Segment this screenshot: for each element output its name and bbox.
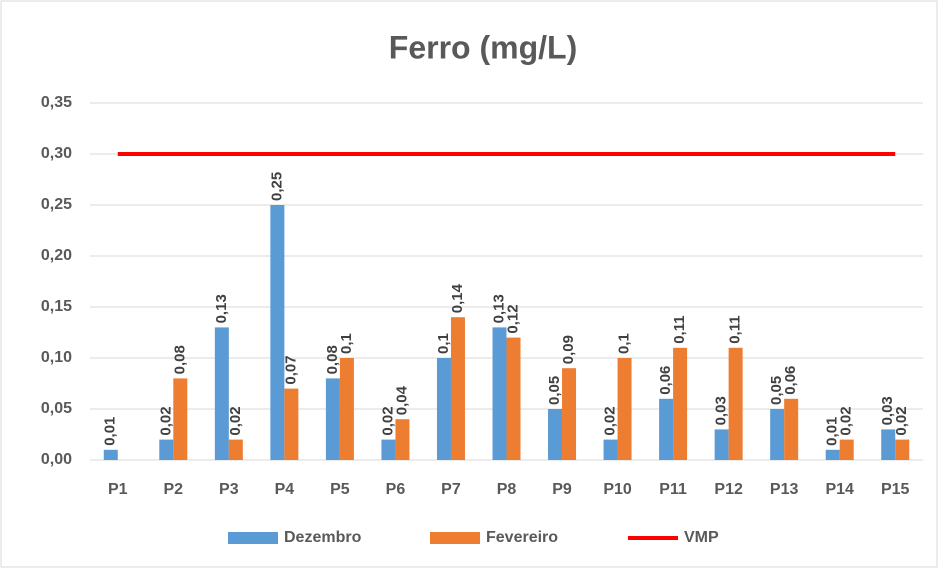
legend-label: VMP [684, 529, 719, 546]
bar [617, 358, 632, 460]
bar [770, 409, 785, 460]
y-tick-label: 0,35 [41, 94, 72, 111]
bar [839, 439, 854, 460]
bar [284, 388, 299, 460]
y-tick-label: 0,00 [41, 451, 72, 468]
data-label: 0,01 [824, 417, 841, 446]
bar [450, 317, 465, 460]
legend-swatch [228, 532, 278, 544]
data-label: 0,13 [490, 294, 507, 323]
x-tick-label: P6 [386, 481, 406, 498]
x-tick-label: P4 [275, 481, 295, 498]
data-label: 0,1 [616, 333, 633, 354]
bar [173, 378, 188, 460]
data-label: 0,1 [338, 333, 355, 354]
x-tick-label: P2 [164, 481, 184, 498]
data-label: 0,03 [713, 396, 730, 425]
data-label: 0,03 [879, 396, 896, 425]
x-tick-label: P13 [770, 481, 799, 498]
data-label: 0,09 [560, 335, 577, 364]
x-tick-label: P11 [659, 481, 687, 498]
data-label: 0,1 [435, 333, 452, 354]
data-label: 0,01 [102, 417, 119, 446]
bar [103, 449, 118, 460]
bar [270, 205, 285, 460]
bar [395, 419, 410, 460]
legend-label: Dezembro [284, 529, 362, 546]
x-tick-label: P9 [552, 481, 572, 498]
bar [492, 327, 507, 460]
y-tick-label: 0,25 [41, 196, 72, 213]
data-label: 0,14 [449, 283, 466, 313]
y-tick-label: 0,15 [41, 298, 72, 315]
bar [436, 358, 451, 460]
bar [714, 429, 729, 460]
bar [381, 439, 396, 460]
legend-label: Fevereiro [486, 529, 558, 546]
bar [673, 347, 688, 460]
bar [506, 337, 521, 460]
bar [228, 439, 243, 460]
data-label: 0,11 [727, 315, 744, 343]
bar [603, 439, 618, 460]
x-tick-label: P15 [881, 481, 910, 498]
y-tick-label: 0,30 [41, 145, 72, 162]
legend-swatch [430, 532, 480, 544]
data-label: 0,25 [268, 172, 285, 201]
bar [325, 378, 340, 460]
y-tick-label: 0,20 [41, 247, 72, 264]
x-tick-label: P7 [441, 481, 461, 498]
bar [825, 449, 840, 460]
data-label: 0,12 [504, 304, 521, 333]
x-tick-label: P12 [714, 481, 743, 498]
bar [659, 398, 674, 460]
bar [784, 398, 799, 460]
data-label: 0,08 [171, 345, 188, 374]
bar [548, 409, 563, 460]
bar [895, 439, 910, 460]
data-label: 0,02 [157, 406, 174, 435]
data-label: 0,02 [838, 406, 855, 435]
y-tick-label: 0,10 [41, 349, 72, 366]
data-label: 0,13 [213, 294, 230, 323]
bar [159, 439, 174, 460]
y-tick-label: 0,05 [41, 400, 72, 417]
data-label: 0,04 [393, 385, 410, 415]
bar [728, 347, 743, 460]
x-tick-label: P10 [603, 481, 632, 498]
chart-title: Ferro (mg/L) [389, 29, 577, 65]
x-tick-label: P8 [497, 481, 517, 498]
data-label: 0,02 [379, 406, 396, 435]
bar [881, 429, 896, 460]
data-label: 0,06 [782, 366, 799, 395]
data-label: 0,06 [657, 366, 674, 395]
bar [562, 368, 577, 460]
data-label: 0,05 [546, 376, 563, 405]
data-label: 0,05 [768, 376, 785, 405]
data-label: 0,02 [602, 406, 619, 435]
bar [214, 327, 229, 460]
x-tick-label: P5 [330, 481, 350, 498]
x-tick-label: P3 [219, 481, 239, 498]
data-label: 0,02 [893, 406, 910, 435]
data-label: 0,02 [227, 406, 244, 435]
x-tick-label: P14 [825, 481, 854, 498]
bar [339, 358, 354, 460]
x-tick-label: P1 [108, 481, 128, 498]
data-label: 0,07 [282, 355, 299, 384]
data-label: 0,11 [671, 315, 688, 343]
data-label: 0,08 [324, 345, 341, 374]
